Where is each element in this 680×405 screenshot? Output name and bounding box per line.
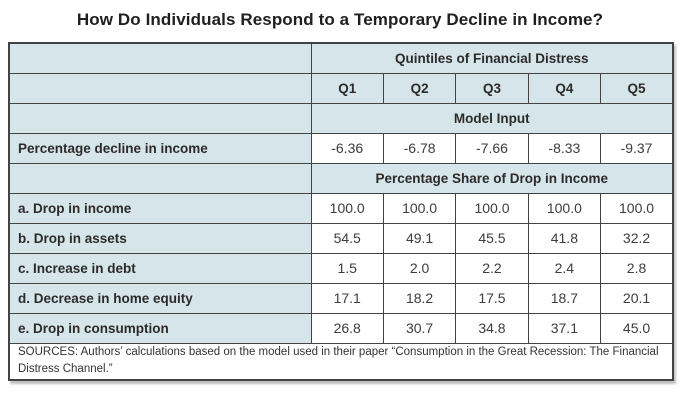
table-row: b. Drop in assets 54.5 49.1 45.5 41.8 32… [8,222,674,254]
value-cell: 17.5 [455,282,529,314]
row-label: b. Drop in assets [8,222,312,254]
column-header-q1: Q1 [310,72,384,104]
table-row: Q1 Q2 Q3 Q4 Q5 [8,72,674,104]
table-row: d. Decrease in home equity 17.1 18.2 17.… [8,282,674,314]
row-label: c. Increase in debt [8,252,312,284]
blank-label-cell [8,102,312,134]
value-cell: -6.36 [310,132,384,164]
value-cell: 17.1 [310,282,384,314]
value-cell: 100.0 [382,192,457,224]
table-row: Percentage Share of Drop in Income [8,162,674,194]
row-label: Percentage decline in income [8,132,312,164]
row-label: d. Decrease in home equity [8,282,312,314]
table-row: SOURCES: Authors’ calculations based on … [8,342,674,381]
blank-label-cell [8,72,312,104]
value-cell: 32.2 [600,222,674,254]
row-label: e. Drop in consumption [8,312,312,344]
source-note: SOURCES: Authors’ calculations based on … [8,342,674,381]
value-cell: 2.0 [382,252,457,284]
column-header-q4: Q4 [527,72,602,104]
value-cell: 2.8 [600,252,674,284]
value-cell: 49.1 [382,222,457,254]
column-header-q2: Q2 [382,72,457,104]
table-row: a. Drop in income 100.0 100.0 100.0 100.… [8,192,674,224]
section-header-model-input: Model Input [310,102,674,134]
value-cell: -7.66 [455,132,529,164]
value-cell: 18.2 [382,282,457,314]
value-cell: 45.0 [600,312,674,344]
value-cell: 18.7 [527,282,602,314]
value-cell: 100.0 [600,192,674,224]
table-row: Model Input [8,102,674,134]
value-cell: -9.37 [600,132,674,164]
column-header-q3: Q3 [455,72,529,104]
column-group-header: Quintiles of Financial Distress [310,42,674,74]
value-cell: 37.1 [527,312,602,344]
data-table: Quintiles of Financial Distress Q1 Q2 Q3… [8,42,674,382]
blank-label-cell [8,162,312,194]
page-title: How Do Individuals Respond to a Temporar… [76,10,604,29]
section-header-percentage-share: Percentage Share of Drop in Income [310,162,674,194]
value-cell: 20.1 [600,282,674,314]
value-cell: 1.5 [310,252,384,284]
table-figure: How Do Individuals Respond to a Temporar… [0,10,680,405]
column-header-q5: Q5 [600,72,674,104]
value-cell: 100.0 [455,192,529,224]
value-cell: 100.0 [310,192,384,224]
table-row: e. Drop in consumption 26.8 30.7 34.8 37… [8,312,674,344]
value-cell: 54.5 [310,222,384,254]
value-cell: 26.8 [310,312,384,344]
row-label: a. Drop in income [8,192,312,224]
value-cell: 2.4 [527,252,602,284]
table-row: Percentage decline in income -6.36 -6.78… [8,132,674,164]
corner-blank-cell [8,42,312,74]
value-cell: 34.8 [455,312,529,344]
value-cell: -6.78 [382,132,457,164]
value-cell: -8.33 [527,132,602,164]
value-cell: 2.2 [455,252,529,284]
table-row: c. Increase in debt 1.5 2.0 2.2 2.4 2.8 [8,252,674,284]
value-cell: 100.0 [527,192,602,224]
value-cell: 41.8 [527,222,602,254]
value-cell: 30.7 [382,312,457,344]
table-row: Quintiles of Financial Distress [8,42,674,74]
value-cell: 45.5 [455,222,529,254]
